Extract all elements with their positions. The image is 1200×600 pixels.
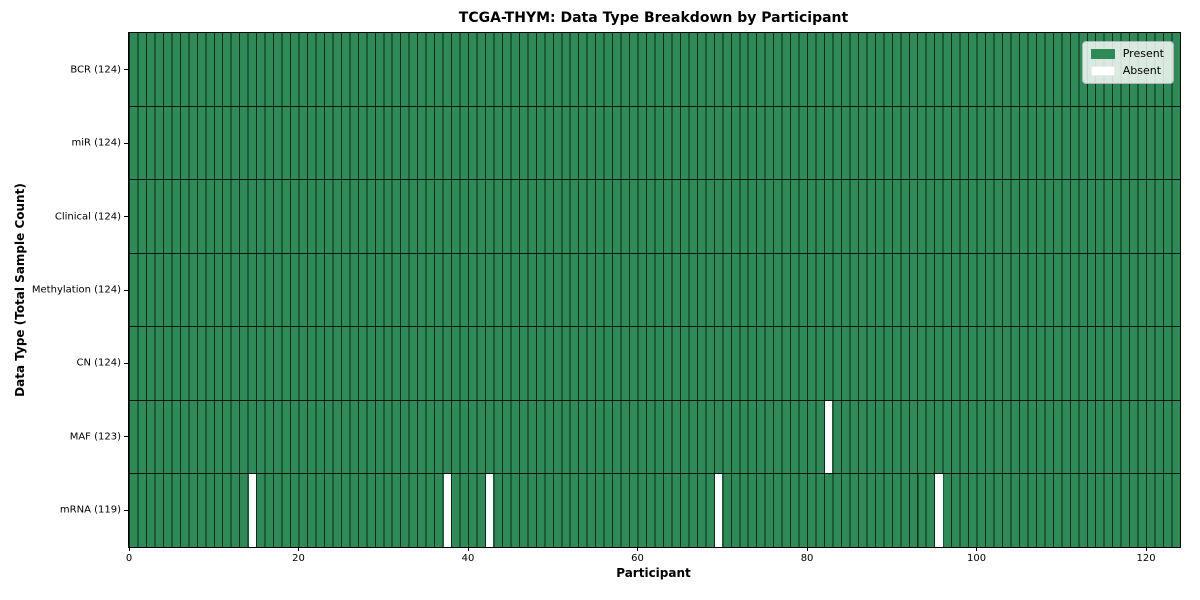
legend-item-absent: Absent bbox=[1090, 64, 1164, 77]
absent-cell bbox=[714, 474, 723, 548]
plot-area: Present Absent bbox=[128, 32, 1181, 548]
y-tick-mark bbox=[124, 289, 128, 291]
y-tick-label-Methylation: Methylation (124) bbox=[31, 284, 121, 296]
x-tick-mark bbox=[298, 547, 300, 551]
legend-item-present: Present bbox=[1090, 47, 1164, 60]
datatype-row-Clinical bbox=[129, 180, 1180, 254]
x-tick-label: 100 bbox=[967, 553, 987, 564]
absent-cell bbox=[935, 474, 943, 548]
x-tick-mark bbox=[806, 547, 808, 551]
datatype-row-MAF bbox=[129, 400, 1180, 475]
x-tick-label: 60 bbox=[631, 553, 644, 564]
y-tick-mark bbox=[124, 436, 128, 438]
y-tick-label-miR: miR (124) bbox=[71, 137, 121, 149]
x-axis-label: Participant bbox=[616, 566, 691, 580]
absent-cell bbox=[485, 474, 494, 548]
y-tick-label-BCR: BCR (124) bbox=[70, 64, 121, 76]
legend-label: Absent bbox=[1122, 64, 1162, 77]
datatype-row-BCR bbox=[129, 33, 1180, 107]
y-tick-label-mRNA: mRNA (119) bbox=[59, 504, 121, 516]
absent-cell bbox=[443, 474, 452, 548]
y-tick-mark bbox=[124, 69, 128, 71]
x-tick-label: 120 bbox=[1136, 553, 1156, 564]
y-tick-mark bbox=[124, 509, 128, 511]
x-tick-label: 80 bbox=[800, 553, 814, 564]
datatype-row-CN bbox=[129, 327, 1180, 401]
x-tick-label: 40 bbox=[461, 553, 475, 564]
heatmap-rows bbox=[129, 33, 1180, 548]
x-tick-mark bbox=[467, 547, 469, 551]
legend-swatch-present-icon bbox=[1090, 49, 1115, 59]
x-tick-label: 20 bbox=[292, 553, 305, 564]
y-tick-mark bbox=[124, 216, 128, 218]
datatype-row-Methylation bbox=[129, 253, 1180, 328]
legend-label: Present bbox=[1122, 47, 1164, 60]
x-tick-mark bbox=[976, 547, 978, 551]
y-tick-label-CN: CN (124) bbox=[76, 357, 121, 369]
y-tick-label-MAF: MAF (123) bbox=[69, 431, 121, 443]
absent-cell bbox=[825, 400, 833, 474]
datatype-row-mRNA bbox=[129, 474, 1180, 548]
datatype-row-miR bbox=[129, 106, 1180, 181]
x-tick-label: 0 bbox=[125, 553, 133, 564]
y-tick-mark bbox=[124, 362, 128, 364]
x-tick-mark bbox=[637, 547, 639, 551]
legend: Present Absent bbox=[1081, 41, 1174, 84]
y-tick-mark bbox=[124, 142, 128, 144]
legend-swatch-absent-icon bbox=[1090, 66, 1115, 76]
x-tick-mark bbox=[128, 547, 130, 551]
x-tick-mark bbox=[1145, 547, 1147, 551]
chart-title: TCGA-THYM: Data Type Breakdown by Partic… bbox=[458, 10, 849, 26]
absent-cell bbox=[248, 474, 257, 548]
y-tick-label-Clinical: Clinical (124) bbox=[54, 211, 121, 223]
